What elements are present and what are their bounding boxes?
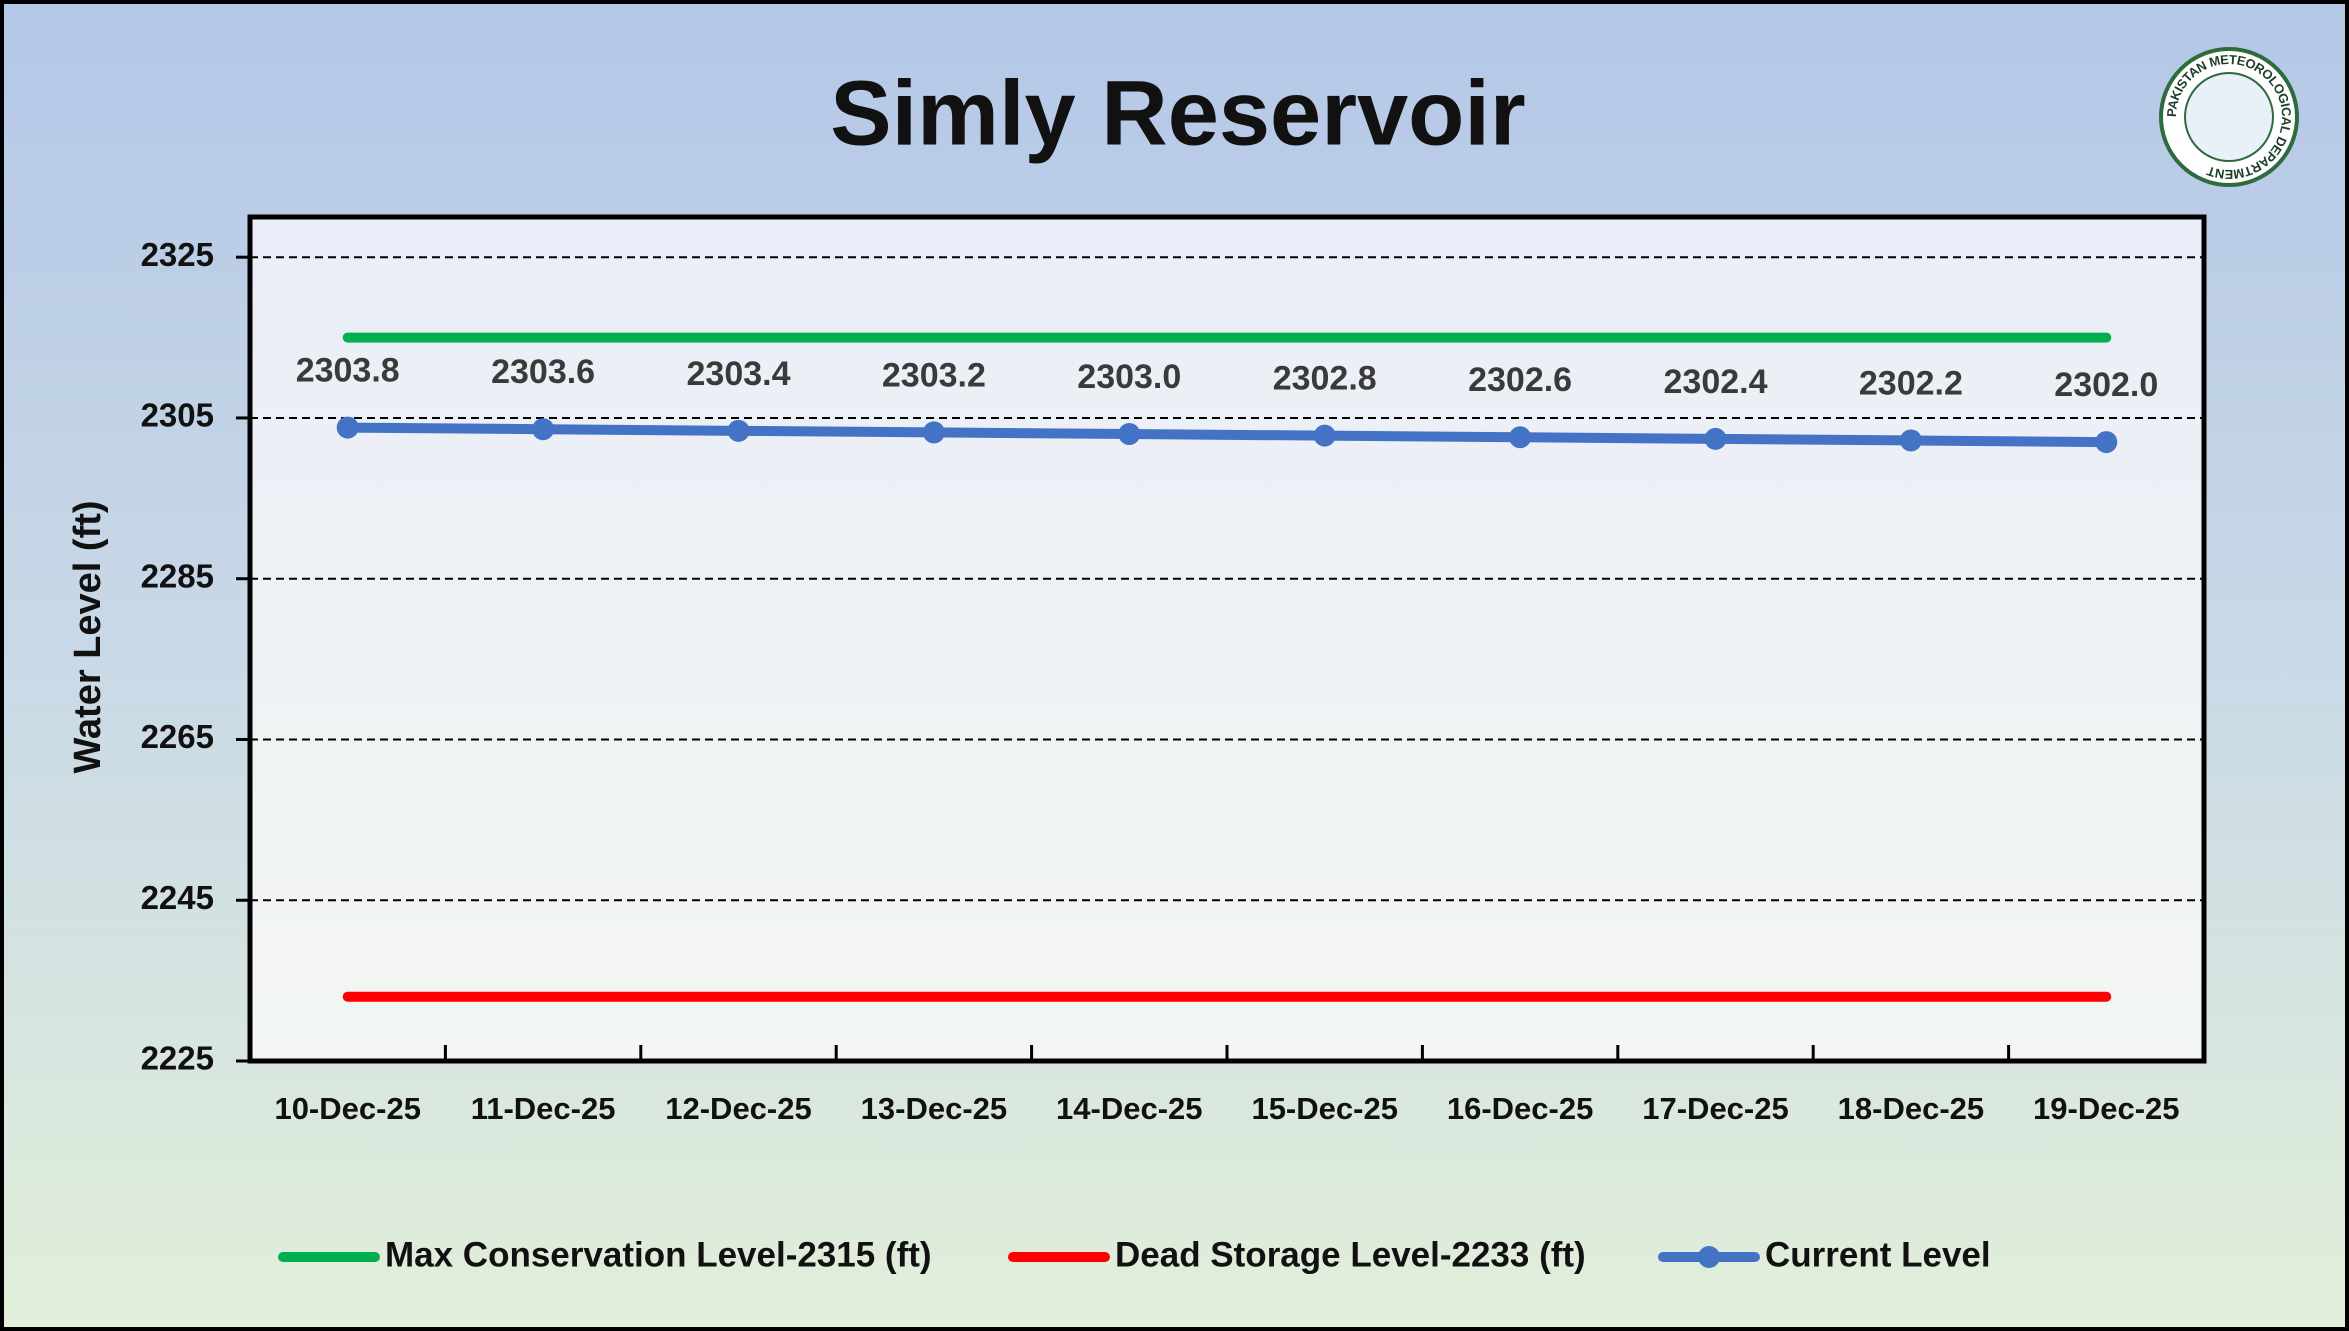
x-tick-label: 15-Dec-25 (1251, 1091, 1397, 1126)
data-label: 2302.0 (2054, 366, 2158, 404)
x-tick-label: 19-Dec-25 (2033, 1091, 2179, 1126)
y-tick-label: 2325 (141, 236, 214, 273)
y-axis-label: Water Level (ft) (67, 500, 109, 773)
data-label: 2302.2 (1859, 364, 1963, 402)
y-tick-label: 2225 (141, 1040, 214, 1077)
legend-marker (1698, 1246, 1720, 1268)
x-tick-label: 13-Dec-25 (861, 1091, 1007, 1126)
point (1704, 427, 1727, 450)
y-tick-label: 2305 (141, 397, 214, 434)
chart-title: Simly Reservoir (830, 62, 1525, 164)
y-tick-label: 2285 (141, 557, 214, 594)
data-label: 2303.0 (1077, 358, 1181, 396)
data-label: 2303.4 (687, 355, 791, 393)
logo-center (2184, 72, 2274, 162)
data-label: 2303.8 (296, 352, 400, 390)
legend-label: Dead Storage Level-2233 (ft) (1115, 1235, 1586, 1274)
data-label: 2303.6 (491, 353, 595, 391)
point (727, 419, 750, 442)
data-label: 2302.6 (1468, 361, 1572, 399)
x-tick-label: 14-Dec-25 (1056, 1091, 1202, 1126)
y-tick-label: 2265 (141, 718, 214, 755)
x-tick-label: 18-Dec-25 (1838, 1091, 1984, 1126)
x-tick-label: 17-Dec-25 (1642, 1091, 1788, 1126)
plot-area (250, 217, 2204, 1061)
point (922, 421, 945, 444)
point (336, 416, 359, 439)
x-tick-label: 11-Dec-25 (471, 1091, 616, 1126)
point (1313, 424, 1336, 447)
point (1509, 426, 1532, 449)
legend-label: Current Level (1765, 1235, 1991, 1274)
logo: PAKISTAN METEOROLOGICAL DEPARTMENT (2159, 47, 2299, 187)
legend: Max Conservation Level-2315 (ft) Dead Sto… (278, 1235, 1991, 1274)
x-tick-label: 10-Dec-25 (274, 1091, 420, 1126)
point (1899, 429, 1922, 452)
data-label: 2303.2 (882, 356, 986, 394)
plot-border (247, 214, 2207, 1064)
point (532, 418, 555, 441)
point (1118, 423, 1141, 446)
series-line (342, 422, 2112, 448)
legend-label: Max Conservation Level-2315 (ft) (385, 1235, 932, 1274)
data-label: 2302.8 (1273, 360, 1377, 398)
data-label: 2302.4 (1664, 363, 1768, 401)
x-tick-label: 16-Dec-25 (1447, 1091, 1593, 1126)
point (2095, 431, 2118, 454)
y-tick-label: 2245 (141, 879, 214, 916)
x-tick-label: 12-Dec-25 (665, 1091, 811, 1126)
